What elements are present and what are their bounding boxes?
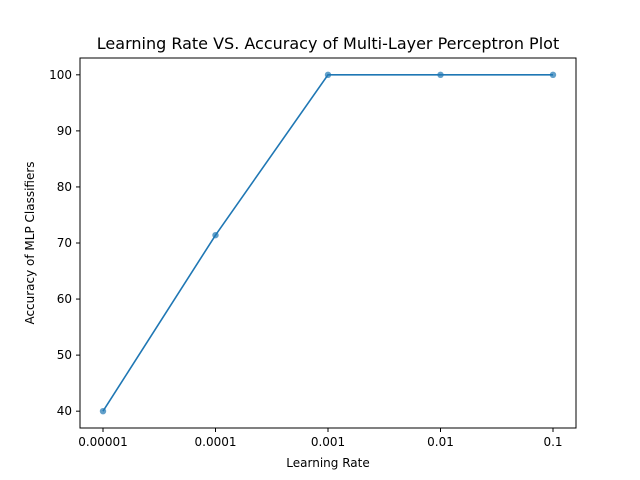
x-tick-label: 0.001 bbox=[311, 435, 345, 449]
y-tick-label: 100 bbox=[49, 68, 72, 82]
y-axis: 40 50 60 70 80 90 100 bbox=[49, 68, 80, 418]
y-axis-label: Accuracy of MLP Classifiers bbox=[23, 161, 37, 324]
y-tick-label: 90 bbox=[57, 124, 72, 138]
data-point bbox=[212, 231, 219, 239]
data-point bbox=[99, 407, 107, 415]
plot-area-frame bbox=[79, 57, 577, 429]
y-tick-label: 50 bbox=[57, 348, 72, 362]
data-point bbox=[324, 71, 332, 79]
x-tick-label: 0.01 bbox=[427, 435, 454, 449]
x-tick-label: 0.0001 bbox=[195, 435, 237, 449]
y-tick-label: 70 bbox=[57, 236, 72, 250]
chart-title: Learning Rate VS. Accuracy of Multi-Laye… bbox=[97, 34, 559, 53]
y-tick-label: 80 bbox=[57, 180, 72, 194]
x-tick-label: 0.00001 bbox=[78, 435, 128, 449]
data-point bbox=[437, 71, 444, 79]
series-layer bbox=[99, 71, 557, 415]
x-tick-label: 0.1 bbox=[543, 435, 562, 449]
y-tick-label: 40 bbox=[57, 404, 72, 418]
x-axis-label: Learning Rate bbox=[286, 456, 369, 470]
series-line bbox=[102, 74, 553, 412]
data-point bbox=[549, 71, 557, 79]
x-axis: 0.00001 0.0001 0.001 0.01 0.1 bbox=[78, 428, 563, 449]
y-tick-label: 60 bbox=[57, 292, 72, 306]
